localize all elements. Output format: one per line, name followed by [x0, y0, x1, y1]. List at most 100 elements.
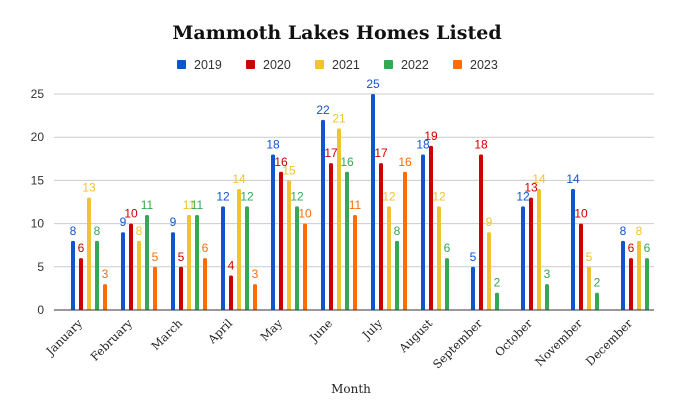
bar-2023-june [353, 214, 357, 310]
y-tick-label: 5 [37, 260, 44, 274]
bar-2020-march [179, 266, 183, 310]
data-label-2021-september: 9 [486, 215, 493, 229]
bar-2022-january [95, 240, 99, 310]
y-tick-label: 25 [31, 87, 45, 101]
gridlines [54, 93, 654, 268]
bar-2022-april [245, 206, 249, 310]
data-label-2020-september: 18 [474, 137, 488, 151]
data-label-2019-may: 18 [266, 137, 280, 151]
bar-2020-june [329, 163, 333, 310]
data-label-2020-may: 16 [274, 155, 288, 169]
data-label-2022-june: 16 [340, 155, 354, 169]
data-label-2020-december: 6 [628, 241, 635, 255]
data-label-2023-july: 16 [398, 155, 412, 169]
data-label-2019-september: 5 [470, 250, 477, 264]
bar-2020-february [129, 223, 133, 310]
legend-label-2020: 2020 [263, 58, 291, 72]
x-tick-label: June [306, 316, 335, 345]
legend-swatch-2021 [315, 60, 324, 69]
bar-2021-september [487, 232, 491, 310]
data-label-2021-july: 12 [382, 189, 396, 203]
data-label-2020-october: 13 [524, 181, 538, 195]
data-label-2023-february: 5 [152, 250, 159, 264]
bar-2022-november [595, 292, 599, 310]
data-label-2021-december: 8 [636, 224, 643, 238]
data-label-2022-december: 6 [644, 241, 651, 255]
bar-2019-august [421, 154, 425, 310]
data-label-2021-november: 5 [586, 250, 593, 264]
bar-2019-june [321, 119, 325, 310]
bar-2023-january [103, 284, 107, 310]
bar-2021-december [637, 240, 641, 310]
bar-2020-july [379, 163, 383, 310]
data-label-2019-october: 12 [516, 189, 530, 203]
data-label-2022-august: 6 [444, 241, 451, 255]
bar-2020-december [629, 258, 633, 310]
bar-2022-june [345, 171, 349, 310]
data-label-2019-december: 8 [620, 224, 627, 238]
data-label-2023-may: 10 [298, 207, 312, 221]
bar-2021-july [387, 206, 391, 310]
bar-2019-february [121, 232, 125, 310]
x-tick-label: May [257, 316, 285, 344]
bar-2021-june [337, 128, 341, 310]
data-label-2020-july: 17 [374, 146, 388, 160]
bar-2019-september [471, 266, 475, 310]
legend-swatch-2019 [177, 60, 186, 69]
bar-2019-march [171, 232, 175, 310]
bar-2022-march [195, 214, 199, 310]
x-tick-label: March [148, 316, 185, 353]
bar-2019-january [71, 240, 75, 310]
x-tick-label: July [359, 316, 386, 343]
data-label-2021-february: 8 [136, 224, 143, 238]
bar-2021-august [437, 206, 441, 310]
bar-2019-december [621, 240, 625, 310]
data-labels: 8613839108115951111612414123181615121022… [70, 77, 651, 290]
data-label-2022-july: 8 [394, 224, 401, 238]
x-axis-label: Month [331, 382, 371, 396]
y-tick-label: 20 [31, 130, 45, 144]
bar-2021-november [587, 266, 591, 310]
bar-2023-april [253, 284, 257, 310]
data-label-2021-june: 21 [332, 112, 346, 126]
bar-2020-january [79, 258, 83, 310]
y-tick-label: 0 [37, 303, 44, 317]
data-label-2021-october: 14 [532, 172, 546, 186]
bar-2022-may [295, 206, 299, 310]
x-tick-label: August [396, 316, 436, 356]
bar-2021-april [237, 189, 241, 310]
data-label-2022-september: 2 [494, 276, 501, 290]
data-label-2022-january: 8 [94, 224, 101, 238]
data-label-2019-april: 12 [216, 189, 230, 203]
x-tick-label: November [532, 316, 585, 369]
x-tick-label: December [583, 316, 636, 369]
chart-title: Mammoth Lakes Homes Listed [172, 22, 501, 44]
bar-2022-december [645, 258, 649, 310]
legend-label-2023: 2023 [470, 58, 498, 72]
data-label-2022-october: 3 [544, 267, 551, 281]
data-label-2020-april: 4 [228, 258, 235, 272]
bar-2020-september [479, 154, 483, 310]
bar-2023-february [153, 266, 157, 310]
legend: 2019 2020 2021 2022 2023 [177, 58, 498, 72]
y-tick-label: 10 [31, 217, 45, 231]
x-tick-label: January [43, 316, 86, 359]
data-label-2021-august: 12 [432, 189, 446, 203]
bar-2022-october [545, 284, 549, 310]
bar-2019-november [571, 189, 575, 310]
data-label-2020-november: 10 [574, 207, 588, 221]
x-tick-label: October [492, 316, 536, 360]
data-label-2022-november: 2 [594, 276, 601, 290]
x-tick-label: April [204, 316, 235, 347]
data-label-2022-february: 11 [141, 198, 154, 212]
bar-2022-august [445, 258, 449, 310]
data-label-2019-january: 8 [70, 224, 77, 238]
data-label-2019-march: 9 [170, 215, 177, 229]
bar-2019-april [221, 206, 225, 310]
bar-2023-march [203, 258, 207, 310]
data-label-2022-may: 12 [290, 189, 304, 203]
data-label-2020-august: 19 [424, 129, 438, 143]
legend-label-2022: 2022 [401, 58, 429, 72]
data-label-2022-april: 12 [240, 189, 254, 203]
